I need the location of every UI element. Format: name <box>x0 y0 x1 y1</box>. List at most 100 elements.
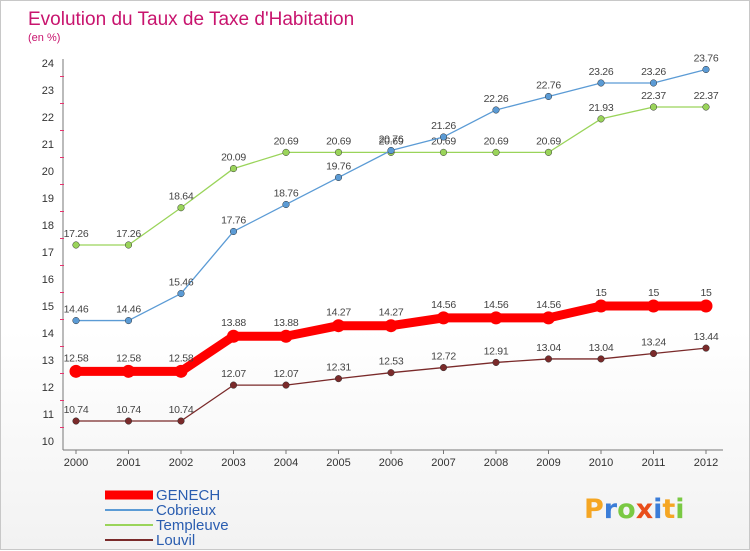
data-point-templeuve <box>177 204 185 212</box>
data-label-cobrieux: 22.76 <box>536 79 561 91</box>
series-louvil: 10.74 10.74 10.74 12.07 12.07 12.31 12.53 12.72… <box>64 331 719 425</box>
data-point-templeuve <box>229 165 238 173</box>
data-point-cobrieux <box>334 173 343 182</box>
data-point-cobrieux <box>597 79 605 87</box>
data-point-louvil <box>282 381 290 389</box>
y-tick-label: 19 <box>42 193 54 205</box>
data-point-templeuve <box>649 103 658 111</box>
data-point-templeuve <box>282 148 290 156</box>
data-label-louvil: 10.74 <box>116 404 141 416</box>
data-label-cobrieux: 23.76 <box>694 52 719 64</box>
series-line-templeuve <box>75 106 707 246</box>
data-point-louvil <box>702 344 710 352</box>
data-point-louvil <box>229 381 238 389</box>
y-tick-label: 14 <box>42 328 54 340</box>
x-tick-label: 2005 <box>326 457 350 469</box>
y-tick-label: 16 <box>42 274 54 286</box>
y-tick-label: 22 <box>42 112 54 124</box>
data-point-cobrieux <box>282 200 290 209</box>
data-label-genech: 14.56 <box>431 299 456 311</box>
data-point-louvil <box>597 355 605 363</box>
series-group: 10.74 10.74 10.74 12.07 12.07 12.31 12.53 12.72… <box>64 52 719 425</box>
x-tick-label: 2008 <box>484 457 508 469</box>
data-point-genech <box>542 311 555 325</box>
data-label-louvil: 13.24 <box>641 337 666 349</box>
data-point-cobrieux <box>387 146 395 155</box>
y-tick-label: 17 <box>42 247 54 259</box>
data-label-templeuve: 20.69 <box>484 135 509 147</box>
x-tick-label: 2012 <box>694 457 718 469</box>
data-point-cobrieux <box>702 65 710 74</box>
logo-letter: i <box>675 494 684 525</box>
data-point-louvil <box>439 364 448 372</box>
x-tick-label: 2006 <box>379 457 403 469</box>
data-label-cobrieux: 19.76 <box>326 160 351 172</box>
data-label-templeuve: 20.69 <box>274 135 299 147</box>
axes: 10 11 12 13 14 15 16 17 18 19 20 21 22 23 24 2000 2001 20… <box>42 58 723 469</box>
data-point-genech <box>332 319 345 333</box>
data-point-genech <box>384 319 398 333</box>
data-point-genech <box>279 329 293 343</box>
data-label-louvil: 13.44 <box>694 331 719 343</box>
data-label-louvil: 12.31 <box>326 362 351 374</box>
data-label-genech: 12.58 <box>116 352 141 364</box>
data-point-templeuve <box>439 148 448 156</box>
data-point-genech <box>69 364 83 378</box>
data-point-louvil <box>649 349 658 358</box>
data-label-templeuve: 17.26 <box>64 228 89 240</box>
y-tick-label: 11 <box>43 409 54 421</box>
data-point-genech <box>122 364 135 378</box>
logo-letter: P <box>584 494 604 525</box>
data-label-cobrieux: 23.26 <box>641 66 666 78</box>
series-templeuve: 17.26 17.26 18.64 20.09 20.69 20.69 20.69 20.69… <box>64 90 719 249</box>
data-label-templeuve: 22.37 <box>694 90 719 102</box>
data-label-genech: 13.88 <box>221 317 246 329</box>
x-tick-label: 2001 <box>116 457 140 469</box>
data-point-louvil <box>492 358 500 366</box>
data-label-genech: 12.58 <box>169 352 194 364</box>
data-label-genech: 15 <box>595 287 607 299</box>
x-tick-label: 2003 <box>221 457 245 469</box>
data-label-cobrieux: 21.26 <box>431 120 456 132</box>
legend-label-templeuve: Templeuve <box>156 517 229 534</box>
data-point-templeuve <box>124 241 133 249</box>
logo-letter: o <box>617 494 636 525</box>
data-label-genech: 14.56 <box>536 299 561 311</box>
data-point-louvil <box>177 417 185 425</box>
data-point-cobrieux <box>177 290 185 298</box>
y-tick-label: 18 <box>42 220 54 232</box>
data-label-louvil: 12.07 <box>221 368 246 380</box>
data-label-cobrieux: 14.46 <box>64 304 89 316</box>
data-point-louvil <box>72 417 80 425</box>
data-point-genech <box>227 329 240 343</box>
y-tick-label: 12 <box>42 382 54 394</box>
data-label-templeuve: 20.69 <box>536 135 561 147</box>
data-label-genech: 14.27 <box>379 307 404 319</box>
data-point-templeuve <box>72 241 80 249</box>
data-label-cobrieux: 18.76 <box>274 187 299 199</box>
legend-label-genech: GENECH <box>156 487 220 504</box>
data-label-cobrieux: 14.46 <box>116 304 141 316</box>
data-label-louvil: 10.74 <box>169 404 194 416</box>
data-label-templeuve: 21.93 <box>589 102 614 114</box>
y-tick-label: 21 <box>42 139 54 151</box>
data-label-templeuve: 20.69 <box>326 135 351 147</box>
chart-subtitle: (en %) <box>28 32 60 44</box>
logo-letter: r <box>604 494 618 525</box>
data-label-cobrieux: 17.76 <box>221 214 246 226</box>
x-tick-label: 2009 <box>536 457 560 469</box>
y-tick-label: 15 <box>42 301 54 313</box>
data-label-cobrieux: 23.26 <box>589 66 614 78</box>
data-point-genech <box>699 299 713 313</box>
data-point-genech <box>647 299 660 313</box>
legend-label-louvil: Louvil <box>156 532 195 549</box>
data-point-cobrieux <box>124 317 133 325</box>
data-point-templeuve <box>597 115 605 123</box>
data-label-genech: 15 <box>700 287 712 299</box>
data-label-genech: 12.58 <box>64 352 89 364</box>
data-label-louvil: 12.91 <box>484 345 509 357</box>
legend-label-cobrieux: Cobrieux <box>156 502 217 519</box>
logo-letter: t <box>662 494 675 525</box>
